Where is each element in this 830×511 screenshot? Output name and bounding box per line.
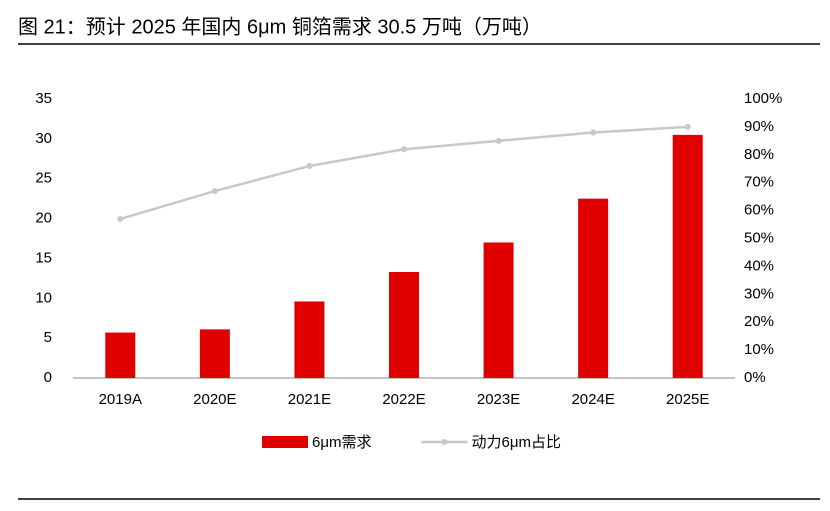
y-tick-label: 15: [35, 249, 52, 266]
y2-tick-label: 80%: [744, 146, 774, 163]
bar: [199, 329, 230, 378]
y2-tick-label: 10%: [744, 341, 774, 358]
y2-tick-label: 20%: [744, 313, 774, 330]
y2-tick-label: 60%: [744, 202, 774, 219]
bar: [578, 198, 609, 378]
y2-tick-label: 40%: [744, 257, 774, 274]
y-tick-label: 25: [35, 170, 52, 187]
y-tick-label: 5: [44, 329, 52, 346]
y2-tick-label: 30%: [744, 285, 774, 302]
x-tick-label: 2020E: [193, 391, 236, 408]
line-marker: [495, 137, 502, 144]
x-tick-label: 2022E: [382, 391, 425, 408]
y2-tick-label: 0%: [744, 369, 766, 386]
y-tick-label: 35: [35, 90, 52, 107]
y-tick-label: 30: [35, 130, 52, 147]
bar: [389, 271, 419, 378]
legend-swatch: [262, 436, 308, 448]
legend-label: 动力6μm占比: [471, 434, 560, 451]
y2-tick-label: 90%: [744, 118, 774, 135]
bar: [483, 242, 514, 378]
bar: [105, 332, 136, 378]
chart-title: 图 21：预计 2025 年国内 6μm 铜箔需求 30.5 万吨（万吨）: [18, 15, 542, 38]
legend-marker: [441, 439, 448, 445]
y-tick-label: 10: [35, 289, 52, 306]
y-tick-label: 0: [44, 369, 52, 386]
x-tick-label: 2019A: [99, 391, 142, 408]
x-tick-label: 2024E: [571, 391, 614, 408]
line-marker: [401, 146, 407, 153]
legend-label: 6μm需求: [312, 434, 371, 451]
x-tick-label: 2021E: [288, 391, 331, 408]
y-tick-label: 20: [35, 210, 52, 227]
line-marker: [211, 188, 218, 195]
y2-tick-label: 50%: [744, 229, 774, 246]
bar: [672, 134, 703, 378]
x-tick-label: 2025E: [666, 391, 709, 408]
x-tick-label: 2023E: [477, 391, 520, 408]
y2-tick-label: 70%: [744, 174, 774, 191]
y2-tick-label: 100%: [744, 90, 782, 107]
bar: [294, 301, 325, 378]
line-marker: [684, 123, 691, 130]
line-marker: [590, 129, 597, 136]
line-marker: [117, 215, 124, 222]
line-marker: [306, 162, 313, 169]
